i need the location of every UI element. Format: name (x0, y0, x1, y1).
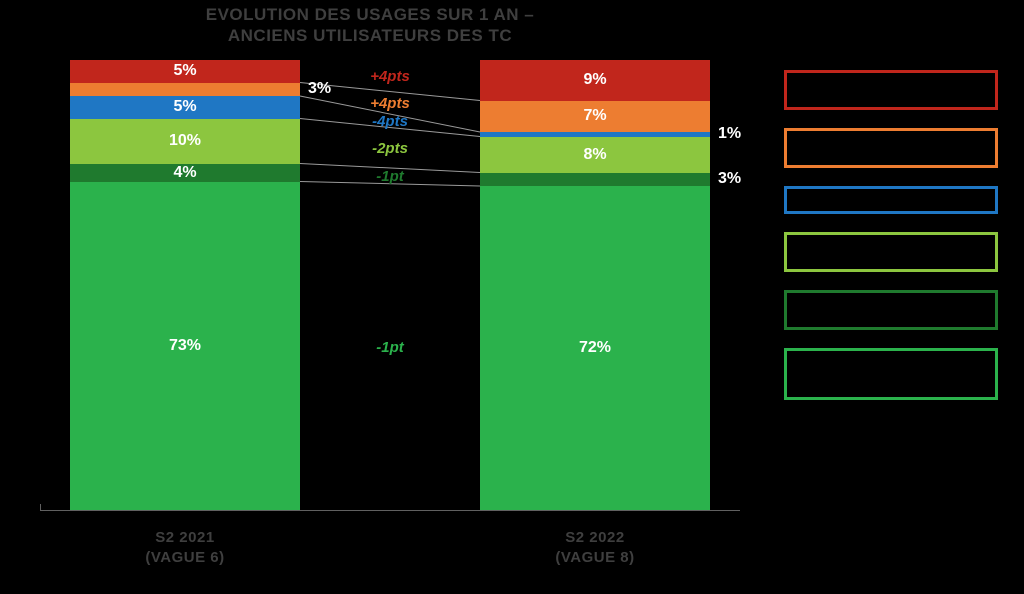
bar-segment-green: 72% (480, 186, 710, 510)
segment-value-label: 7% (583, 107, 606, 125)
stacked-bar-1: 9%7%1%8%3%72% (480, 60, 710, 510)
bar-segment-darkgreen: 3% (480, 173, 710, 187)
legend (784, 70, 1004, 418)
chart-title-line1: EVOLUTION DES USAGES SUR 1 AN – (206, 5, 534, 24)
bar-segment-blue: 5% (70, 96, 300, 119)
segment-value-label: 73% (169, 337, 201, 355)
bar-segment-red: 9% (480, 60, 710, 101)
segment-value-label: 8% (583, 146, 606, 164)
delta-label-darkgreen: -1pt (300, 168, 480, 185)
x-axis-label-line1: S2 2022 (565, 529, 624, 546)
delta-label-red: +4pts (300, 68, 480, 85)
segment-value-label: 72% (579, 339, 611, 357)
delta-label-green: -1pt (300, 339, 480, 356)
delta-label-lightgreen: -2pts (300, 140, 480, 157)
x-axis-label-0: S2 2021 (VAGUE 6) (70, 528, 300, 567)
y-axis-tick (40, 504, 41, 510)
x-axis-label-line2: (VAGUE 6) (145, 549, 224, 566)
bar-segment-lightgreen: 8% (480, 137, 710, 173)
chart-plot-area: 5%3%5%10%4%73%9%7%1%8%3%72%+4pts+4pts-4p… (40, 60, 740, 510)
bar-segment-orange: 3% (70, 83, 300, 97)
delta-label-blue: -4pts (300, 113, 480, 130)
legend-item-red (784, 70, 998, 110)
legend-item-darkgreen (784, 290, 998, 330)
x-axis-label-1: S2 2022 (VAGUE 8) (480, 528, 710, 567)
bar-segment-green: 73% (70, 182, 300, 511)
stacked-bar-0: 5%3%5%10%4%73% (70, 60, 300, 510)
legend-item-green (784, 348, 998, 400)
segment-value-label: 5% (173, 62, 196, 80)
segment-value-label: 5% (173, 98, 196, 116)
x-axis-label-line2: (VAGUE 8) (555, 549, 634, 566)
chart-canvas: EVOLUTION DES USAGES SUR 1 AN – ANCIENS … (0, 0, 1024, 594)
bar-segment-lightgreen: 10% (70, 119, 300, 164)
x-axis-line (40, 510, 740, 511)
segment-value-label: 10% (169, 132, 201, 150)
legend-item-lightgreen (784, 232, 998, 272)
delta-label-orange: +4pts (300, 95, 480, 112)
chart-title-line2: ANCIENS UTILISATEURS DES TC (228, 26, 512, 45)
segment-value-label: 4% (173, 164, 196, 182)
x-axis-label-line1: S2 2021 (155, 529, 214, 546)
bar-segment-darkgreen: 4% (70, 164, 300, 182)
bar-segment-red: 5% (70, 60, 300, 83)
segment-value-label: 9% (583, 71, 606, 89)
bar-segment-orange: 7% (480, 101, 710, 133)
legend-item-orange (784, 128, 998, 168)
legend-item-blue (784, 186, 998, 214)
chart-title: EVOLUTION DES USAGES SUR 1 AN – ANCIENS … (0, 4, 740, 47)
